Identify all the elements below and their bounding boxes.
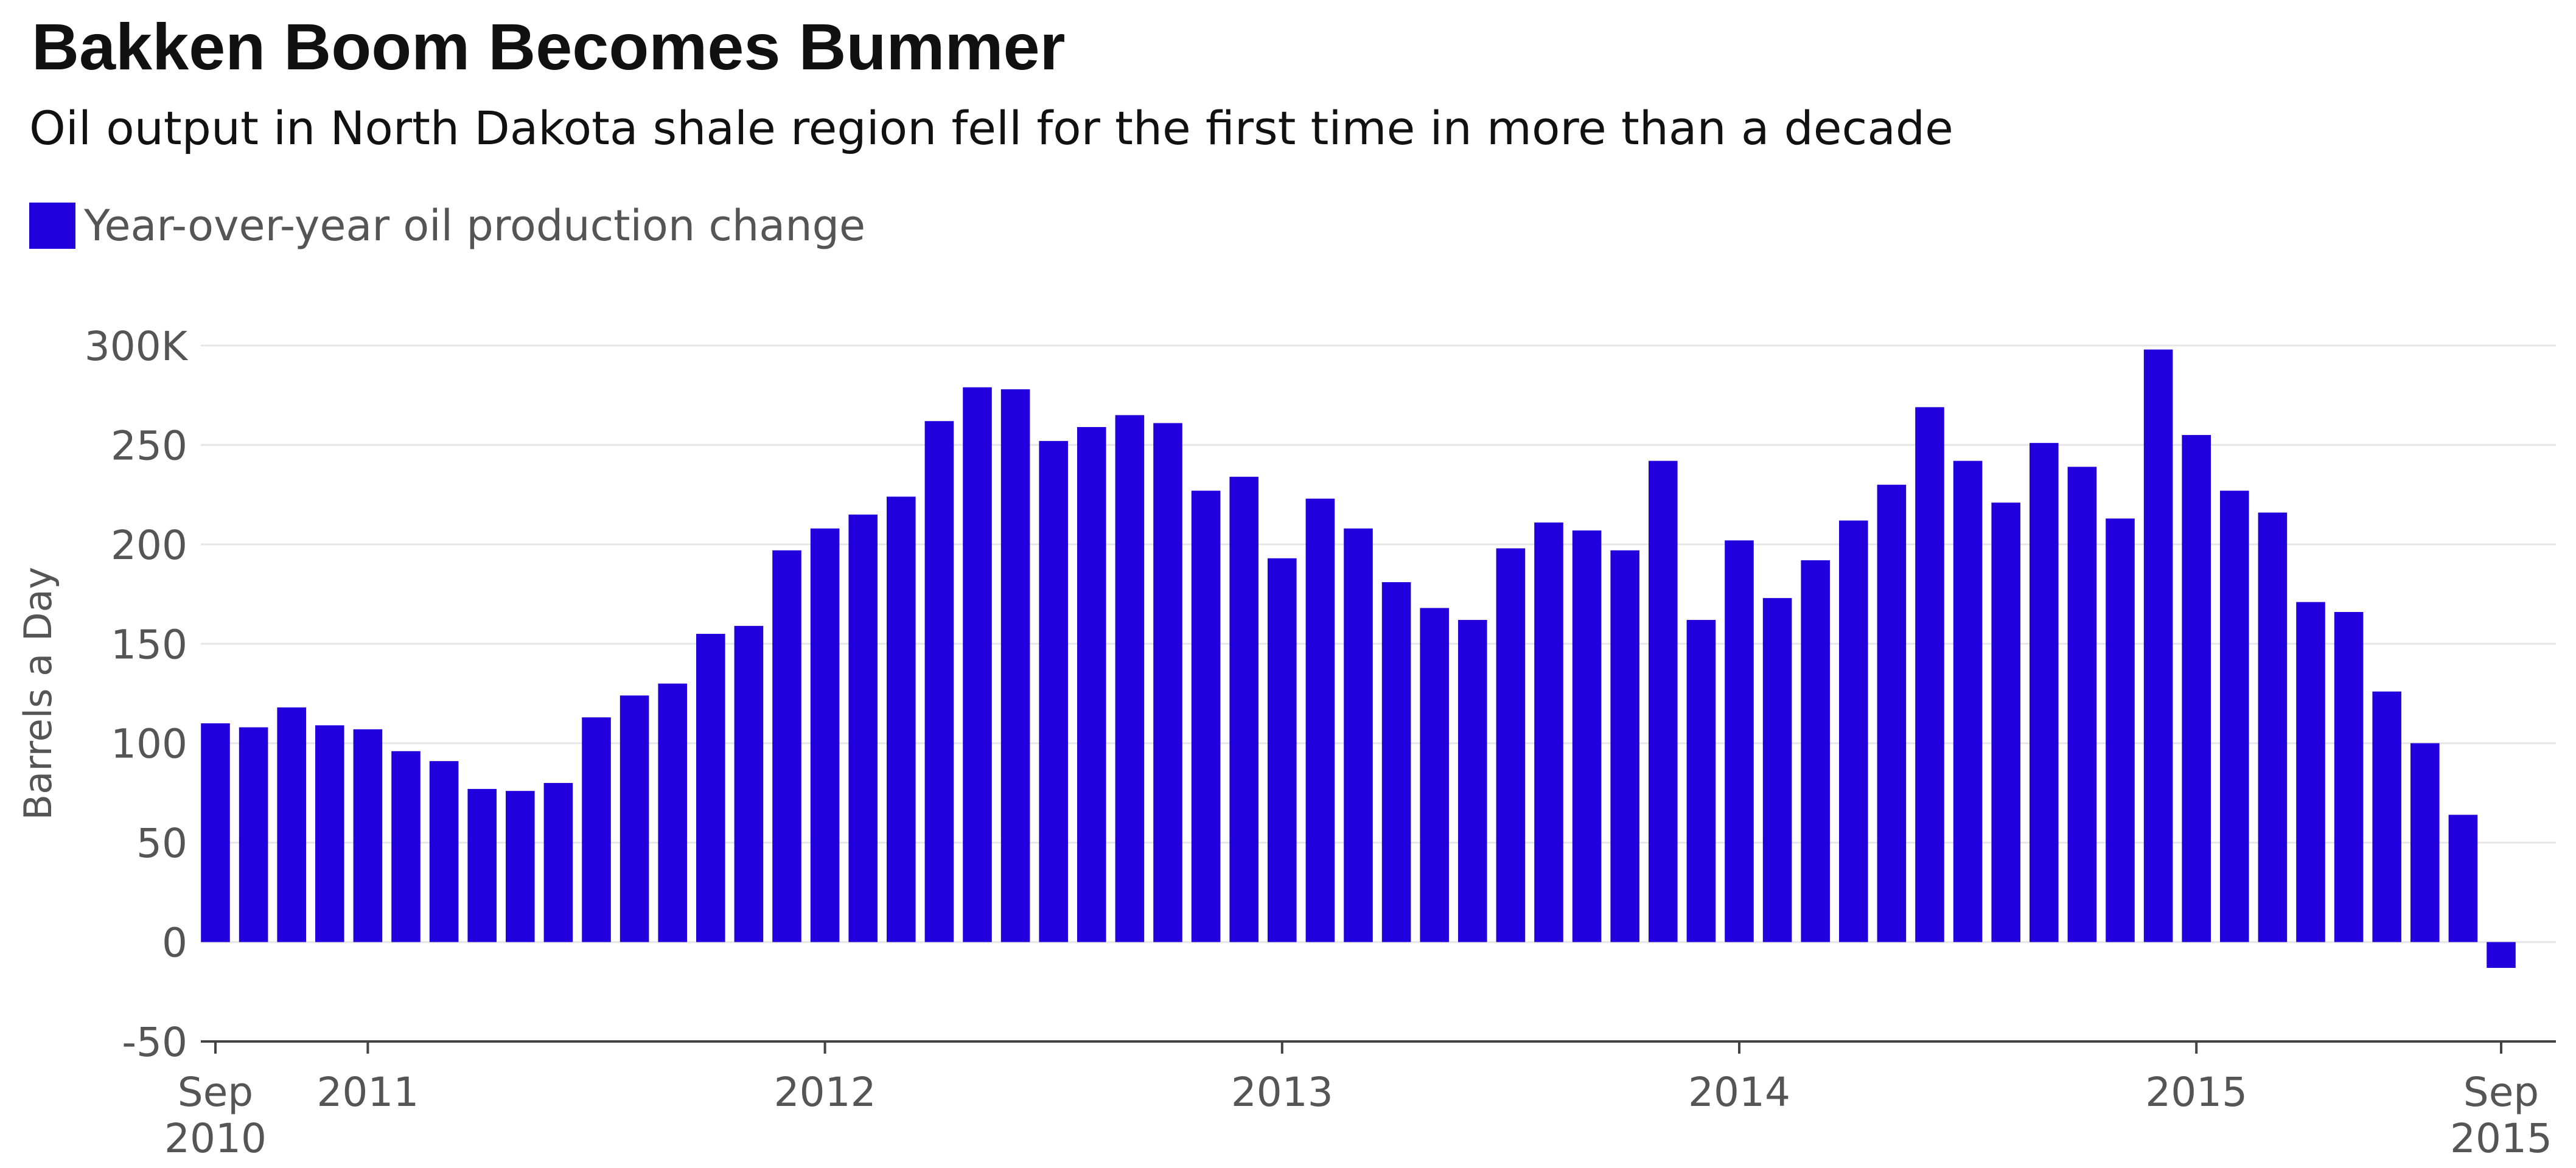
bar <box>1649 461 1678 942</box>
bar <box>1725 540 1754 942</box>
bar <box>1077 427 1106 942</box>
bar <box>1039 440 1068 942</box>
x-tick-label: 2013 <box>1231 1069 1333 1116</box>
y-tick-label: -50 <box>122 1019 187 1066</box>
bar <box>1572 530 1602 942</box>
bar <box>1610 550 1639 942</box>
bar <box>1000 389 1030 942</box>
bar <box>1229 476 1258 942</box>
x-tick-label: 2014 <box>1688 1069 1790 1116</box>
bar <box>2372 691 2401 942</box>
x-tick-label: Sep <box>2463 1069 2539 1116</box>
bar <box>734 625 764 942</box>
bar <box>2030 443 2059 942</box>
bar <box>2067 467 2097 942</box>
bar <box>848 514 878 942</box>
bar <box>391 751 421 942</box>
bar <box>887 496 916 942</box>
bar <box>1686 620 1716 942</box>
y-tick-label: 150 <box>111 621 187 668</box>
bar-series <box>201 349 2516 968</box>
bar <box>1153 423 1182 942</box>
bar <box>1801 560 1830 942</box>
y-tick-label: 50 <box>136 820 187 867</box>
bar <box>1381 582 1411 942</box>
bar <box>1953 461 1983 942</box>
bar <box>2448 815 2478 942</box>
chart-title: Bakken Boom Becomes Bummer <box>32 10 1066 83</box>
bar <box>543 783 573 942</box>
bar <box>277 707 306 942</box>
bar <box>1991 502 2020 942</box>
bar <box>2487 942 2516 968</box>
bar <box>1496 548 1526 942</box>
y-tick-label: 200 <box>111 522 187 569</box>
bar <box>1305 498 1335 942</box>
x-tick-label: 2012 <box>774 1069 876 1116</box>
y-axis-label: Barrels a Day <box>16 567 60 821</box>
legend-label: Year-over-year oil production change <box>84 201 866 251</box>
bar <box>467 788 497 942</box>
bar <box>658 683 687 942</box>
y-tick-label: 0 <box>162 920 187 967</box>
x-tick-label-year: 2010 <box>164 1115 267 1162</box>
x-tick-label: 2015 <box>2145 1069 2247 1116</box>
bar <box>201 723 230 942</box>
bar <box>772 550 801 942</box>
legend-swatch <box>29 203 75 249</box>
bar <box>1191 490 1221 942</box>
bar <box>2334 611 2364 942</box>
bar <box>1458 620 1487 942</box>
bar <box>620 695 649 942</box>
bar <box>582 717 611 942</box>
y-tick-label: 100 <box>111 721 187 768</box>
bar <box>1268 558 1297 942</box>
bar <box>810 528 840 942</box>
bar <box>2410 743 2440 942</box>
bar <box>2143 349 2173 942</box>
bar <box>2296 602 2325 942</box>
bar <box>1839 520 1868 942</box>
bar <box>2106 518 2135 942</box>
bar <box>1344 528 1373 942</box>
chart-subtitle: Oil output in North Dakota shale region … <box>29 101 1953 155</box>
bar <box>1762 598 1792 942</box>
bar <box>353 729 383 942</box>
bar <box>1915 407 1944 942</box>
bar <box>315 725 344 942</box>
bar <box>963 387 992 942</box>
bar <box>1115 415 1145 942</box>
legend: Year-over-year oil production change <box>29 201 865 251</box>
bar <box>429 761 459 942</box>
bar <box>2220 490 2249 942</box>
bar <box>696 633 725 942</box>
y-tick-label: 300K <box>85 323 189 370</box>
x-tick-label: 2011 <box>316 1069 419 1116</box>
bar <box>1877 484 1907 942</box>
bar <box>1534 522 1563 942</box>
bar <box>924 421 954 942</box>
bar <box>1420 608 1449 942</box>
bar <box>2182 435 2211 942</box>
bar <box>239 727 268 942</box>
x-tick-label: Sep <box>178 1069 253 1116</box>
y-tick-label: 250 <box>111 422 187 469</box>
bar <box>2258 512 2288 942</box>
x-tick-label-year: 2015 <box>2450 1115 2552 1162</box>
bar <box>506 791 535 942</box>
